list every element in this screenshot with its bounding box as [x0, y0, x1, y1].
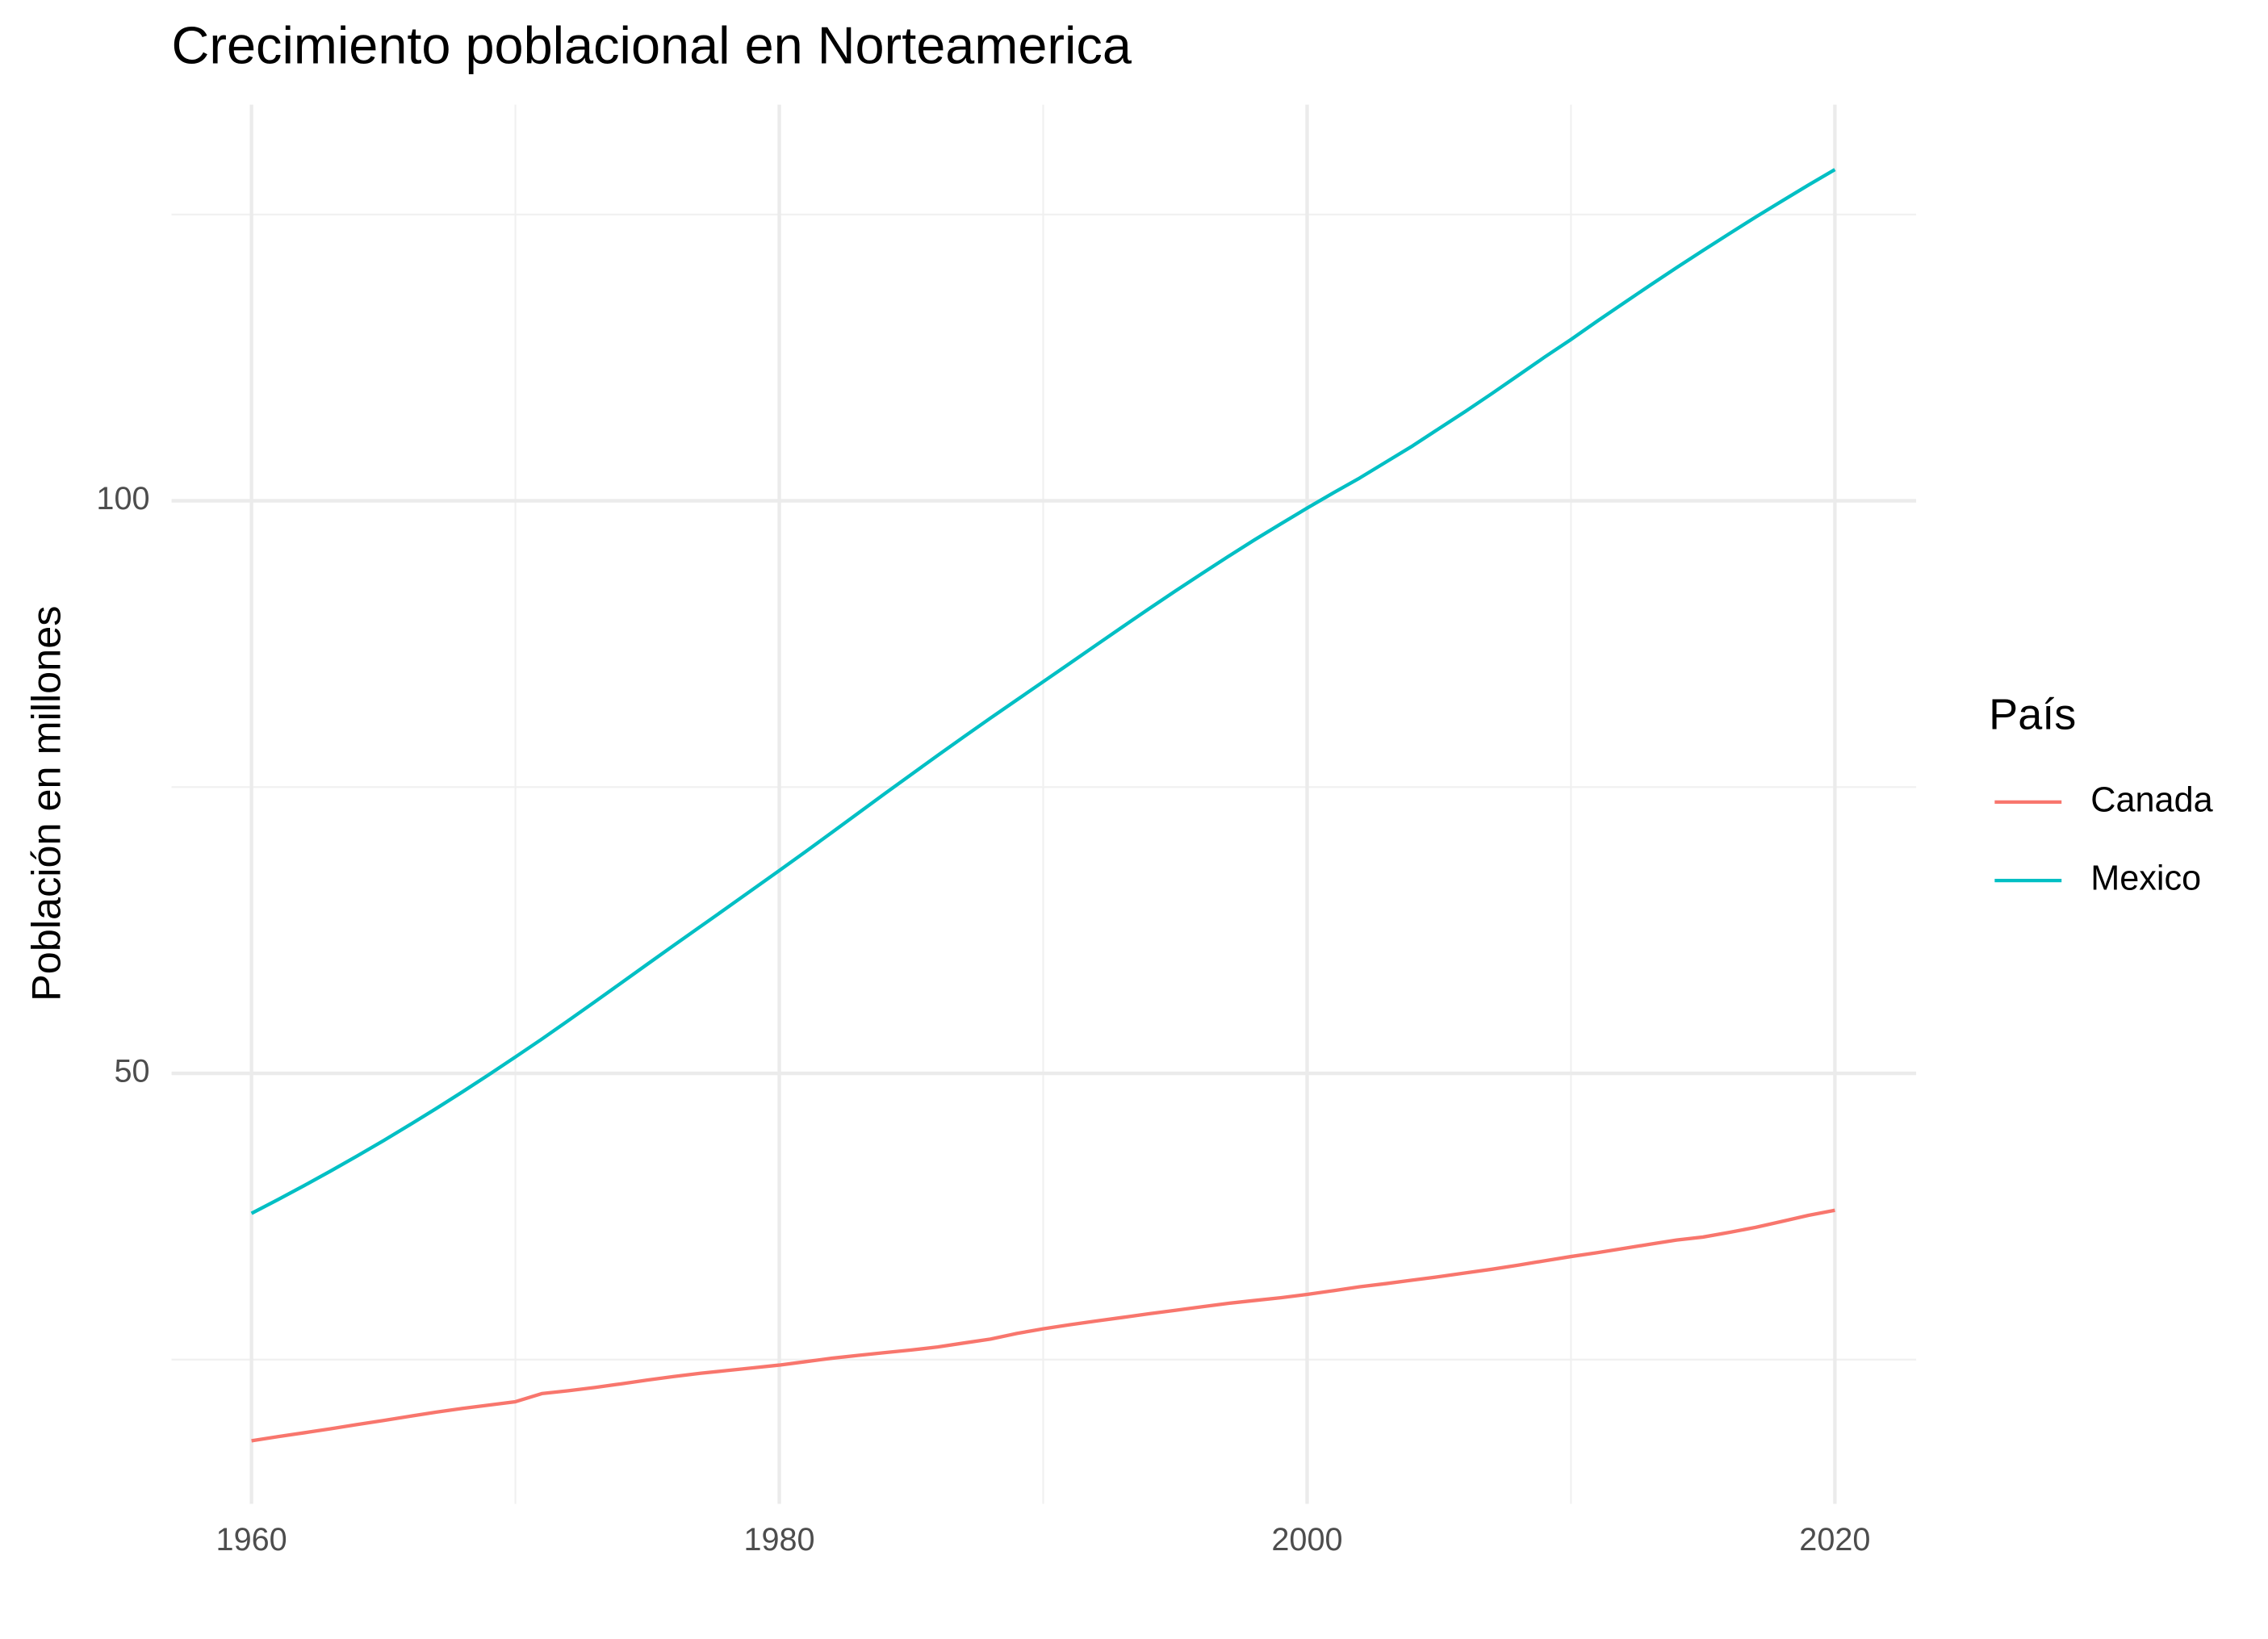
- data-line: [250, 168, 1836, 1215]
- legend-label: Mexico: [2090, 859, 2201, 898]
- chart-title: Crecimiento poblacional en Norteamerica: [172, 15, 1132, 74]
- x-tick-label: 1980: [743, 1522, 814, 1557]
- y-axis-label: Población en millones: [23, 606, 69, 1001]
- x-tick-label: 1960: [216, 1522, 287, 1557]
- legend-title: País: [1989, 691, 2076, 739]
- data-line: [251, 1208, 1835, 1443]
- x-tick-label: 2020: [1799, 1522, 1870, 1557]
- x-tick-label: 2000: [1271, 1522, 1342, 1557]
- y-tick-label: 50: [114, 1054, 149, 1089]
- legend-label: Canada: [2090, 780, 2213, 819]
- y-tick-label: 100: [96, 481, 149, 516]
